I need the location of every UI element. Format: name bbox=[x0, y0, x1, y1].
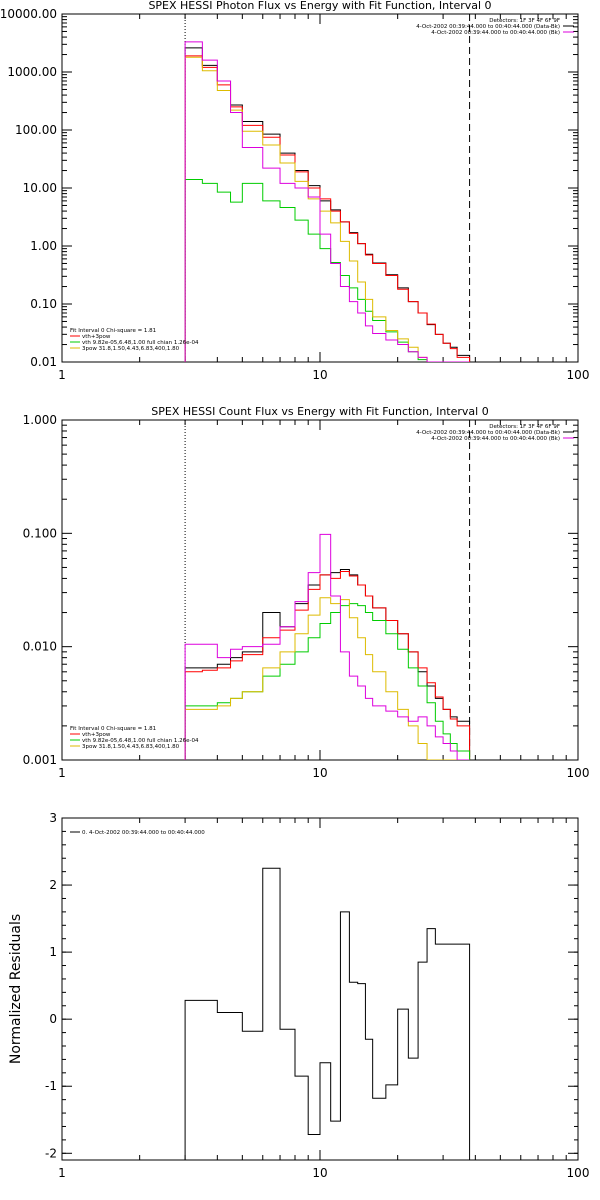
chart-title: SPEX HESSI Count Flux vs Energy with Fit… bbox=[151, 405, 488, 418]
series-bk bbox=[184, 41, 470, 362]
series-vth3pow bbox=[184, 571, 471, 760]
chart-title: SPEX HESSI Photon Flux vs Energy with Fi… bbox=[148, 0, 491, 12]
annotation-3: 4-Oct-2002 00:39:44.000 to 00:40:44.000 … bbox=[431, 436, 560, 442]
y-tick-label: -1 bbox=[45, 1079, 57, 1093]
series-3pow bbox=[184, 597, 470, 760]
annotation-2: 4-Oct-2002 00:39:44.000 to 00:40:44.000 … bbox=[416, 24, 560, 30]
plot-frame bbox=[61, 419, 579, 761]
y-tick-label: 2 bbox=[49, 878, 57, 892]
panel-3: Normalized Residuals 1 10 100 -2 -1 0 1 2 3 0. 4-O… bbox=[8, 811, 589, 1180]
x-tick-label: 100 bbox=[567, 766, 590, 780]
series-vth bbox=[184, 179, 470, 362]
panel-2: SPEX HESSI Count Flux vs Energy with Fit… bbox=[23, 405, 590, 780]
legend-entry: vth+3pow bbox=[82, 732, 111, 738]
annotation-1: Detectors: 1F 3F 4F 6F 9F bbox=[489, 424, 560, 430]
legend-header: Fit Interval 0 Chi-square = 1.81 bbox=[70, 726, 156, 732]
annotation-2: 4-Oct-2002 00:39:44.000 to 00:40:44.000 … bbox=[416, 430, 560, 436]
y-axis-label: Normalized Residuals bbox=[8, 914, 24, 1064]
series-0 bbox=[184, 867, 471, 1160]
legend-entry: vth 9.82e-05,6.48,1.00 full chian 1.26e-… bbox=[82, 738, 199, 744]
x-tick-label: 1 bbox=[58, 766, 66, 780]
y-tick-label: 1 bbox=[49, 945, 57, 959]
legend-entry: 0. 4-Oct-2002 00:39:44.000 to 00:40:44.0… bbox=[82, 830, 205, 836]
x-tick-label: 1 bbox=[58, 368, 66, 382]
y-tick-label: 0.01 bbox=[30, 355, 57, 369]
x-tick-label: 10 bbox=[312, 368, 327, 382]
y-tick-label: -2 bbox=[45, 1146, 57, 1160]
y-tick-label: 100.00 bbox=[15, 123, 57, 137]
x-tick-label: 100 bbox=[567, 1166, 590, 1180]
legend-header: Fit Interval 0 Chi-square = 1.81 bbox=[70, 328, 156, 334]
y-tick-label: 0 bbox=[49, 1012, 57, 1026]
x-tick-label: 100 bbox=[567, 368, 590, 382]
y-tick-label: 1000.00 bbox=[7, 65, 57, 79]
annotation-3: 4-Oct-2002 00:39:44.000 to 00:40:44.000 … bbox=[431, 30, 560, 36]
x-tick-label: 10 bbox=[312, 1166, 327, 1180]
y-tick-label: 0.001 bbox=[23, 753, 57, 767]
y-tick-label: 10.00 bbox=[23, 181, 57, 195]
y-tick-label: 10000.00 bbox=[0, 7, 57, 21]
series-vth3pow bbox=[184, 55, 471, 362]
y-tick-label: 3 bbox=[49, 811, 57, 825]
panel-1: SPEX HESSI Photon Flux vs Energy with Fi… bbox=[0, 0, 589, 382]
x-tick-label: 1 bbox=[58, 1166, 66, 1180]
y-tick-label: 1.00 bbox=[30, 239, 57, 253]
y-tick-label: 0.010 bbox=[23, 640, 57, 654]
annotation-1: Detectors: 1F 3F 4F 6F 9F bbox=[489, 18, 560, 24]
legend-entry: 3pow 31.8,1.50,4.43,6.83,400,1.80 bbox=[82, 346, 180, 352]
y-tick-label: 0.10 bbox=[30, 297, 57, 311]
x-tick-label: 10 bbox=[312, 766, 327, 780]
series-3pow bbox=[184, 56, 470, 362]
y-tick-label: 1.000 bbox=[23, 413, 57, 427]
legend-entry: vth+3pow bbox=[82, 334, 111, 340]
legend-entry: vth 9.82e-05,6.48,1.00 full chian 1.26e-… bbox=[82, 340, 199, 346]
legend-entry: 3pow 31.8,1.50,4.43,6.83,400,1.80 bbox=[82, 744, 180, 750]
y-tick-label: 0.100 bbox=[23, 526, 57, 540]
series-bk bbox=[184, 533, 470, 760]
